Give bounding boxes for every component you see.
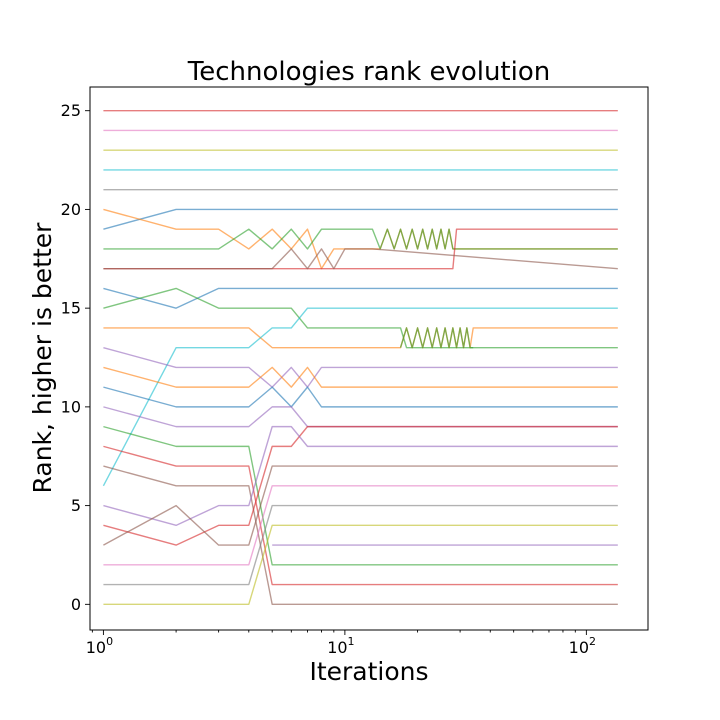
y-tick-label: 20 (61, 200, 81, 219)
series-line-22 (103, 465, 618, 606)
y-tick-label: 15 (61, 299, 81, 318)
series-line-28 (103, 524, 618, 606)
x-tick-label: 100 (86, 635, 113, 657)
y-tick-label: 0 (71, 595, 81, 614)
series-line-23 (103, 425, 618, 546)
series-line-26 (103, 485, 618, 566)
series-line-8 (103, 228, 618, 250)
series-line-6 (103, 208, 618, 230)
series-line-13 (103, 327, 618, 349)
series-line-14 (399, 327, 474, 349)
y-axis-ticks: 0 5 10 15 20 25 (61, 101, 90, 614)
x-axis-ticks: 100 101 102 (86, 630, 596, 657)
series-line-24 (103, 425, 618, 527)
series-lines (102, 109, 618, 606)
series-line-20 (103, 425, 618, 566)
series-line-9 (103, 228, 618, 270)
series-line-18 (103, 386, 618, 408)
y-tick-label: 25 (61, 101, 81, 120)
plot-frame (89, 86, 649, 631)
x-axis-label: Iterations (309, 657, 428, 686)
x-tick-exponent: 1 (348, 635, 355, 648)
y-axis-label: Rank, higher is better (28, 222, 57, 494)
x-tick-exponent: 2 (589, 635, 596, 648)
series-line-25 (103, 465, 618, 546)
series-line-27 (103, 504, 618, 586)
series-line-16 (103, 346, 618, 388)
series-line-7 (103, 208, 618, 270)
y-tick-label: 5 (71, 496, 81, 515)
x-tick-label: 101 (327, 635, 354, 657)
x-tick-label: 102 (569, 635, 596, 657)
series-line-19 (103, 406, 618, 428)
x-tick-exponent: 0 (106, 635, 113, 648)
series-line-10 (103, 248, 618, 270)
series-line-12 (103, 287, 618, 349)
series-line-15 (102, 307, 618, 487)
series-line-17 (103, 366, 618, 388)
x-tick-base: 10 (569, 638, 589, 657)
x-tick-base: 10 (86, 638, 106, 657)
x-tick-base: 10 (327, 638, 347, 657)
series-line-11 (103, 287, 618, 309)
chart-title: Technologies rank evolution (187, 57, 551, 87)
series-line-21 (103, 445, 618, 586)
y-tick-label: 10 (61, 397, 81, 416)
